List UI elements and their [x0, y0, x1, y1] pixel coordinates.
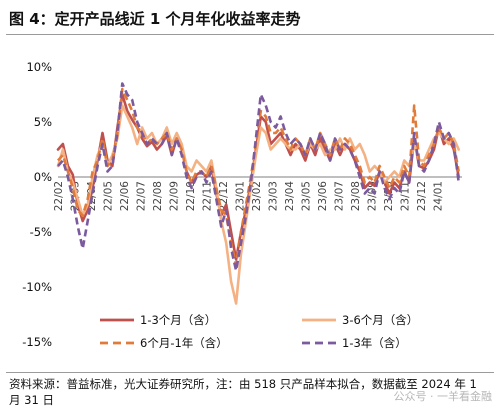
footer-divider [6, 372, 494, 373]
y-tick-label: -10% [22, 280, 52, 294]
x-tick-label: 23/02 [251, 181, 263, 211]
x-tick-label: 22/07 [135, 181, 147, 211]
y-tick-label: 10% [26, 60, 52, 74]
x-tick-label: 22/08 [152, 181, 164, 211]
x-axis-labels: 22/02 22/03 22/04 22/05 22/06 22/07 22/08 22/09… [53, 181, 444, 212]
x-tick-label: 23/01 [234, 181, 246, 211]
x-tick-label: 23/08 [350, 181, 362, 211]
legend: 1-3个月（含） 3-6个月（含） 6个月-1年（含） 1-3年（含） [100, 313, 418, 350]
legend-label-1: 1-3个月（含） [140, 313, 216, 327]
y-axis: 10% 5% 0% -5% -10% -15% [22, 60, 52, 349]
legend-label-3: 6个月-1年（含） [140, 336, 228, 350]
series-line-3 [57, 87, 460, 267]
line-chart: 10%5%0%-5%-10%-15% 22/02 22/03 22/04 22/05 2… [22, 60, 462, 350]
x-tick-label: 22/02 [53, 181, 65, 211]
series-line-2 [56, 104, 460, 305]
x-tick-label: 23/11 [399, 181, 411, 211]
series-lines [56, 82, 460, 305]
x-tick-label: 22/06 [119, 181, 131, 212]
legend-label-4: 1-3年（含） [342, 336, 407, 350]
legend-label-2: 3-6个月（含） [342, 313, 418, 327]
x-tick-label: 23/09 [366, 181, 378, 211]
x-tick-label: 22/11 [201, 181, 213, 211]
x-tick-label: 23/12 [416, 181, 428, 211]
y-tick-label: 0% [34, 170, 52, 184]
x-tick-label: 23/03 [267, 181, 279, 211]
source-note: 资料来源：普益标准，光大证券研究所，注：由 518 只产品样本拟合，数据截至 2… [9, 377, 477, 407]
chart-title: 图 4：定开产品线近 1 个月年化收益率走势 [9, 10, 301, 28]
x-tick-label: 23/04 [284, 181, 296, 212]
x-tick-label: 22/10 [185, 181, 197, 211]
watermark: 公众号 · 一羊看金融 [393, 390, 493, 403]
x-tick-label: 22/05 [102, 181, 114, 211]
y-tick-label: -5% [30, 225, 52, 239]
x-tick-label: 22/09 [168, 181, 180, 211]
y-tick-label: 5% [34, 115, 52, 129]
x-tick-label: 23/06 [317, 181, 329, 212]
y-tick-label: -15% [22, 335, 52, 349]
x-tick-label: 23/05 [300, 181, 312, 211]
title-divider [6, 34, 494, 35]
x-tick-label: 24/01 [432, 181, 444, 211]
x-tick-label: 23/07 [333, 181, 345, 211]
